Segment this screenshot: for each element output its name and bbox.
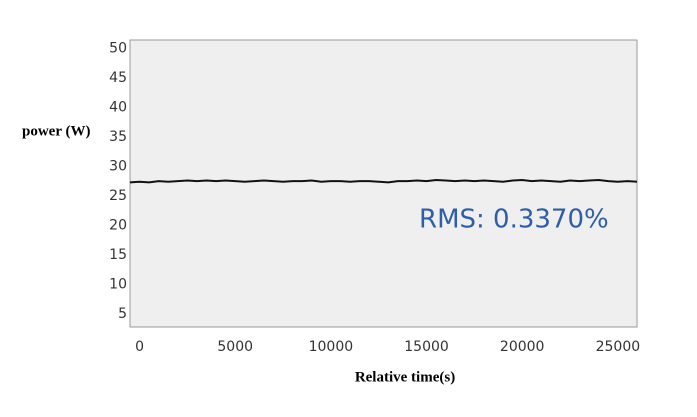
x-tick-label: 5000: [217, 339, 253, 355]
plot-area: [129, 39, 638, 328]
y-tick-label: 35: [109, 129, 127, 145]
y-tick-label: 30: [109, 158, 127, 174]
x-tick-label: 25000: [596, 339, 641, 355]
data-line: [129, 178, 638, 184]
y-tick-label: 20: [109, 217, 127, 233]
x-tick-label: 20000: [500, 339, 545, 355]
x-tick-label: 10000: [309, 339, 354, 355]
x-axis-label: Relative time(s): [355, 369, 455, 385]
annotation: RMS: 0.3370%: [419, 205, 609, 235]
y-tick-label: 25: [109, 188, 127, 204]
y-tick-label: 50: [109, 40, 127, 56]
y-tick-label: 40: [109, 99, 127, 115]
y-tick-label: 15: [109, 247, 127, 263]
y-tick-label: 45: [109, 70, 127, 86]
y-axis-label: power (W): [22, 123, 90, 139]
x-tick-label: 0: [135, 339, 144, 355]
x-tick-label: 15000: [404, 339, 449, 355]
y-tick-label: 10: [109, 276, 127, 292]
y-tick-label: 5: [118, 306, 127, 322]
